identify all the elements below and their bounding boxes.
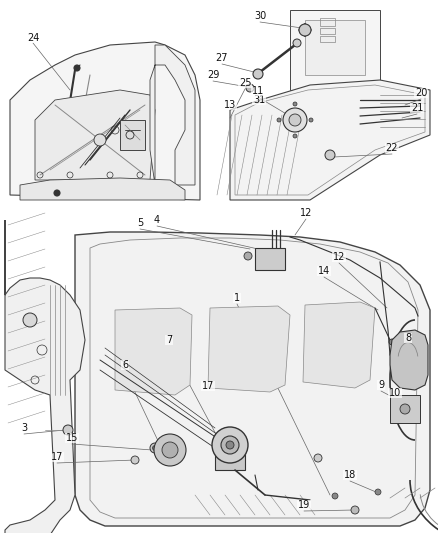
Text: 11: 11 — [252, 86, 264, 96]
Text: 14: 14 — [318, 266, 330, 276]
Bar — [390, 395, 420, 423]
Text: 24: 24 — [27, 33, 39, 43]
Text: 20: 20 — [415, 88, 427, 98]
Circle shape — [299, 24, 311, 36]
Circle shape — [162, 442, 178, 458]
Circle shape — [23, 313, 37, 327]
Circle shape — [54, 190, 60, 196]
Text: 31: 31 — [253, 95, 265, 105]
Bar — [320, 28, 335, 34]
Circle shape — [212, 427, 248, 463]
Text: 13: 13 — [224, 100, 236, 110]
Text: 4: 4 — [154, 215, 160, 225]
Text: 30: 30 — [254, 11, 266, 21]
Circle shape — [293, 134, 297, 138]
Text: 17: 17 — [202, 381, 214, 391]
Text: 17: 17 — [51, 452, 63, 462]
Circle shape — [375, 489, 381, 495]
Text: 15: 15 — [66, 433, 78, 443]
Polygon shape — [35, 90, 155, 180]
Text: 9: 9 — [378, 380, 384, 390]
Circle shape — [289, 114, 301, 126]
Text: 12: 12 — [300, 208, 312, 218]
Polygon shape — [10, 42, 200, 200]
Circle shape — [351, 506, 359, 514]
Bar — [255, 248, 285, 270]
Polygon shape — [230, 80, 430, 200]
Bar — [215, 445, 245, 470]
Polygon shape — [75, 232, 430, 526]
Bar — [305, 20, 365, 75]
Text: 8: 8 — [405, 333, 411, 343]
Text: 21: 21 — [411, 103, 423, 113]
Text: 10: 10 — [389, 388, 401, 398]
Polygon shape — [390, 330, 428, 390]
Text: 1: 1 — [234, 293, 240, 303]
Polygon shape — [20, 178, 185, 200]
Circle shape — [246, 84, 254, 92]
Polygon shape — [150, 45, 195, 185]
Polygon shape — [208, 306, 290, 392]
Circle shape — [154, 434, 186, 466]
Circle shape — [221, 436, 239, 454]
Text: 6: 6 — [122, 360, 128, 370]
Circle shape — [325, 150, 335, 160]
Bar — [320, 18, 335, 26]
Text: 5: 5 — [137, 218, 143, 228]
Text: 29: 29 — [207, 70, 219, 80]
Circle shape — [293, 102, 297, 106]
Text: 18: 18 — [344, 470, 356, 480]
Circle shape — [389, 339, 395, 345]
Circle shape — [283, 108, 307, 132]
Circle shape — [293, 39, 301, 47]
Circle shape — [63, 425, 73, 435]
Circle shape — [244, 252, 252, 260]
Circle shape — [131, 456, 139, 464]
Text: 19: 19 — [298, 500, 310, 510]
Bar — [120, 120, 145, 150]
Polygon shape — [303, 302, 375, 388]
Circle shape — [94, 134, 106, 146]
Circle shape — [152, 446, 158, 450]
Polygon shape — [5, 220, 85, 533]
Circle shape — [400, 404, 410, 414]
Circle shape — [277, 118, 281, 122]
Circle shape — [74, 65, 80, 71]
Circle shape — [150, 443, 160, 453]
Bar — [320, 36, 335, 42]
Text: 12: 12 — [333, 252, 345, 262]
Text: 3: 3 — [21, 423, 27, 433]
Polygon shape — [115, 308, 192, 395]
Circle shape — [332, 493, 338, 499]
Bar — [290, 10, 380, 90]
Text: 7: 7 — [166, 335, 172, 345]
Text: 25: 25 — [239, 78, 251, 88]
Text: 27: 27 — [216, 53, 228, 63]
Text: 22: 22 — [386, 143, 398, 153]
Circle shape — [253, 69, 263, 79]
Circle shape — [309, 118, 313, 122]
Circle shape — [314, 454, 322, 462]
Circle shape — [226, 441, 234, 449]
